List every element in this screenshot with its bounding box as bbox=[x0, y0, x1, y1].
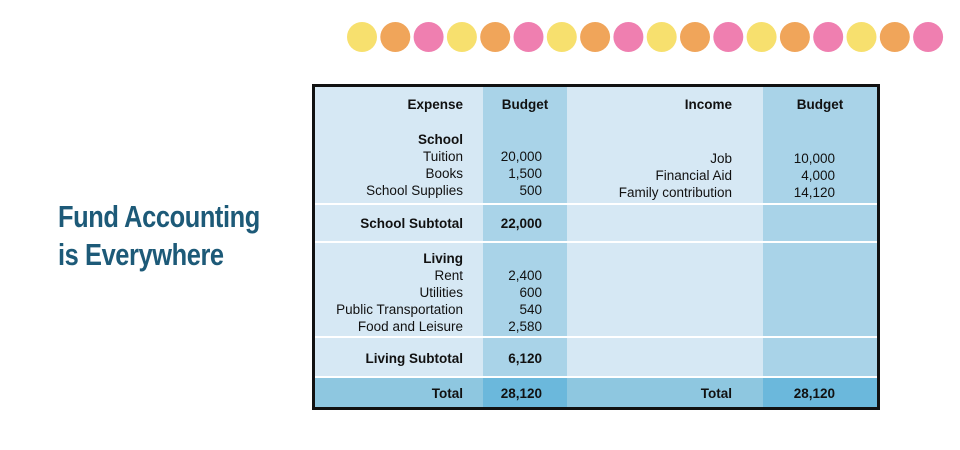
cell-text: 2,400 bbox=[508, 268, 542, 283]
table-cell: School Subtotal bbox=[315, 203, 483, 241]
dot bbox=[646, 22, 677, 52]
table-cell: 20,000 1,500 500 bbox=[483, 123, 567, 203]
cell-text: Food and Leisure bbox=[357, 319, 463, 334]
cell-text: 28,120 bbox=[793, 386, 835, 401]
cell-text: Utilities bbox=[419, 285, 463, 300]
dot bbox=[846, 22, 877, 52]
dot bbox=[380, 22, 411, 52]
table-cell: Expense bbox=[315, 87, 483, 123]
table-cell: Living Rent Utilities Public Transportation… bbox=[315, 241, 483, 336]
cell-text: 28,120 bbox=[500, 386, 542, 401]
dot bbox=[446, 22, 477, 52]
cell-text: 1,500 bbox=[508, 166, 542, 181]
table-cell: 6,120 bbox=[483, 336, 567, 376]
cell-text: Budget bbox=[796, 97, 844, 112]
cell-text: 4,000 bbox=[801, 168, 835, 183]
cell-text: Job bbox=[710, 151, 732, 166]
cell-text: School bbox=[417, 132, 463, 147]
cell-text: 6,120 bbox=[508, 351, 542, 366]
dot bbox=[879, 22, 910, 52]
dot bbox=[413, 22, 444, 52]
table-cell: Budget bbox=[483, 87, 567, 123]
cell-text bbox=[567, 133, 732, 150]
dot bbox=[580, 22, 611, 52]
table-cell: Budget bbox=[763, 87, 877, 123]
table-cell: 28,120 bbox=[763, 376, 877, 407]
cell-text: Rent bbox=[434, 268, 463, 283]
budget-table: Expense Budget Income Budget School Tuition Bo… bbox=[312, 84, 880, 410]
table-cell: 28,120 bbox=[483, 376, 567, 407]
cell-text: 10,000 bbox=[793, 151, 835, 166]
cell-text: 22,000 bbox=[500, 216, 542, 231]
slide-title: Fund Accounting is Everywhere bbox=[58, 198, 260, 274]
cell-text: Living Subtotal bbox=[365, 351, 464, 366]
dot bbox=[813, 22, 844, 52]
cell-text: Public Transportation bbox=[336, 302, 463, 317]
cell-text: Total bbox=[700, 386, 732, 401]
cell-text: 2,580 bbox=[508, 319, 542, 334]
table-cell bbox=[763, 241, 877, 336]
table-cell bbox=[567, 203, 763, 241]
cell-text: 500 bbox=[519, 183, 542, 198]
cell-text: Total bbox=[431, 386, 463, 401]
cell-text: Expense bbox=[407, 97, 463, 112]
cell-text: Financial Aid bbox=[655, 168, 732, 183]
cell-text: Tuition bbox=[422, 149, 463, 164]
table-cell: 2,400 600 540 2,580 bbox=[483, 241, 567, 336]
dot bbox=[746, 22, 777, 52]
table-cell: School Tuition Books School Supplies bbox=[315, 123, 483, 203]
cell-text bbox=[483, 250, 542, 267]
table-cell bbox=[567, 336, 763, 376]
table-cell: 10,000 4,000 14,120 bbox=[763, 123, 877, 203]
table-cell: Income bbox=[567, 87, 763, 123]
cell-text: Books bbox=[425, 166, 463, 181]
cell-text: Living bbox=[423, 251, 463, 266]
table-cell bbox=[567, 241, 763, 336]
title-line: Fund Accounting bbox=[58, 199, 260, 234]
cell-text bbox=[483, 131, 542, 148]
table-cell bbox=[763, 203, 877, 241]
cell-text: School Supplies bbox=[366, 183, 463, 198]
table-cell: Total bbox=[567, 376, 763, 407]
dot bbox=[513, 22, 544, 52]
dot bbox=[546, 22, 577, 52]
dot bbox=[779, 22, 810, 52]
cell-text: School Subtotal bbox=[360, 216, 463, 231]
cell-text: Income bbox=[684, 97, 732, 112]
table-cell: Total bbox=[315, 376, 483, 407]
dot bbox=[913, 22, 944, 52]
dot bbox=[613, 22, 644, 52]
cell-text: 600 bbox=[519, 285, 542, 300]
dot bbox=[480, 22, 511, 52]
cell-text: 540 bbox=[519, 302, 542, 317]
cell-text bbox=[763, 133, 835, 150]
table-cell bbox=[763, 336, 877, 376]
dot bbox=[347, 22, 377, 52]
cell-text: 14,120 bbox=[793, 185, 835, 200]
table-cell: Living Subtotal bbox=[315, 336, 483, 376]
cell-text: 20,000 bbox=[500, 149, 542, 164]
dot bbox=[680, 22, 710, 52]
dot bbox=[713, 22, 744, 52]
title-line: is Everywhere bbox=[58, 237, 224, 272]
cell-text: Family contribution bbox=[618, 185, 732, 200]
table-cell: 22,000 bbox=[483, 203, 567, 241]
table-cell: Job Financial Aid Family contribution bbox=[567, 123, 763, 203]
decorative-dots bbox=[347, 22, 944, 52]
cell-text: Budget bbox=[501, 97, 549, 112]
